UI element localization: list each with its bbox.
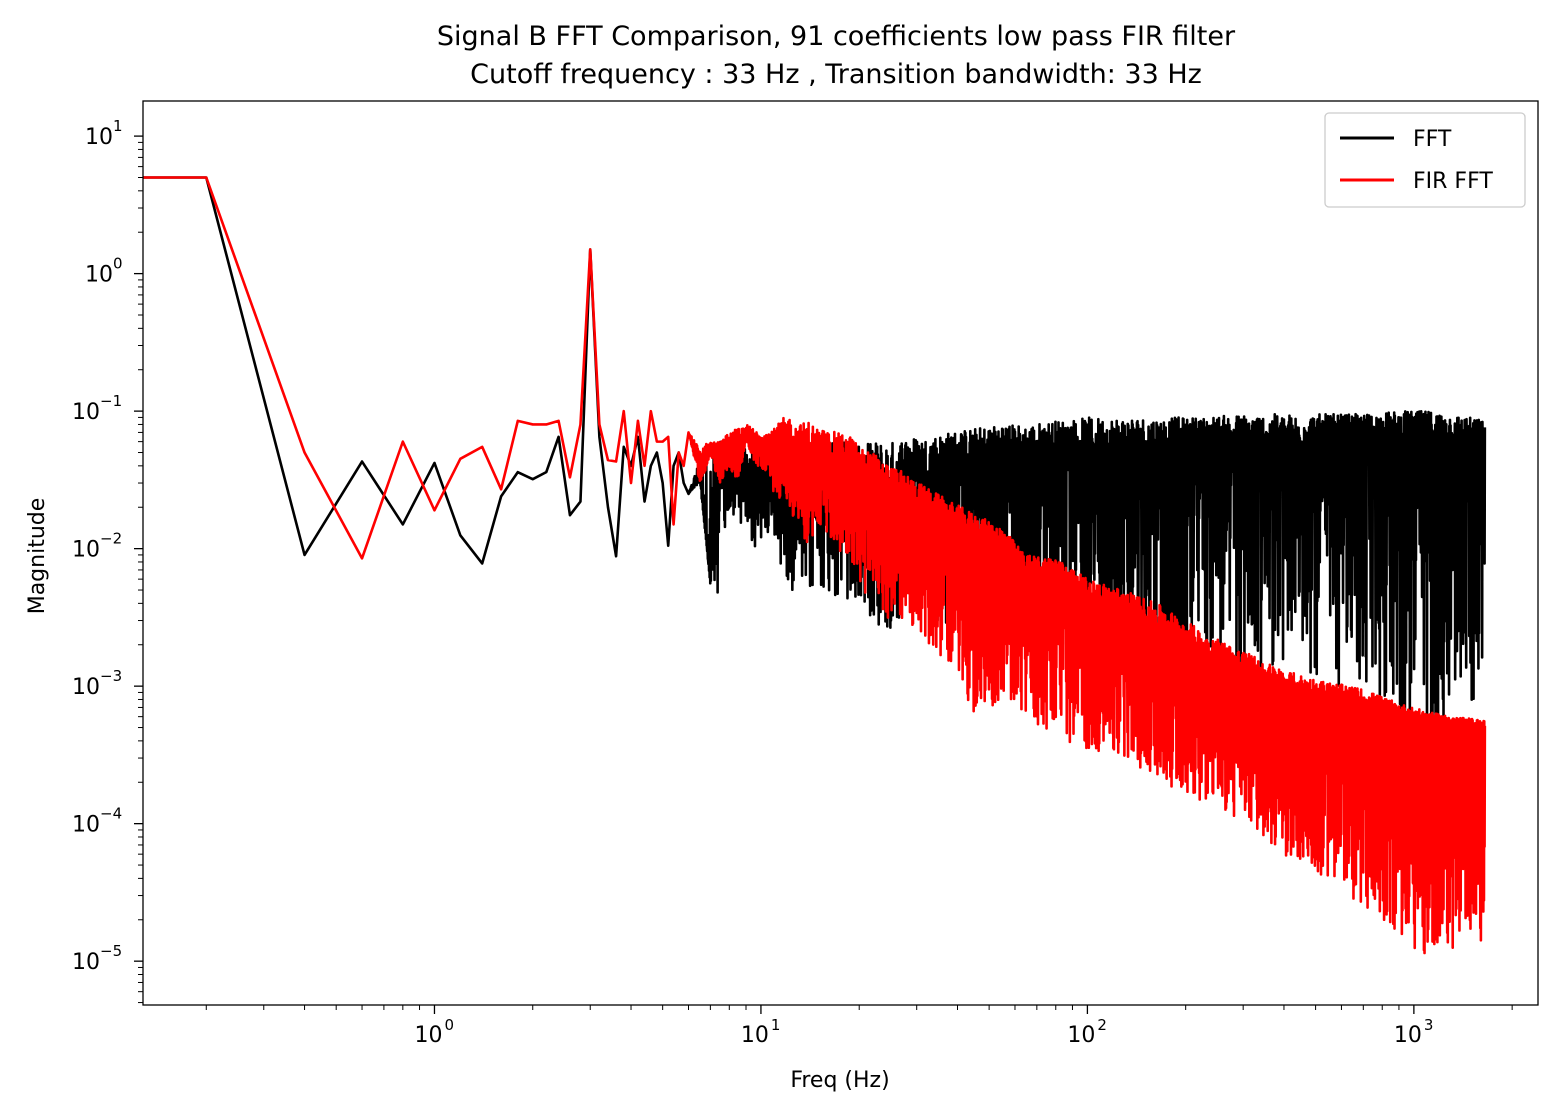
y-tick-label: 10 — [85, 125, 113, 150]
x-tick-label: 10 — [414, 1023, 442, 1048]
y-tick-exponent: 1 — [113, 117, 123, 135]
x-tick-exponent: 0 — [444, 1016, 454, 1034]
x-tick-exponent: 2 — [1097, 1016, 1107, 1034]
y-tick-exponent: −1 — [100, 392, 122, 410]
series-line-fir-fft — [143, 176, 1487, 955]
x-tick-label: 10 — [741, 1023, 769, 1048]
series-layer — [143, 176, 1487, 955]
y-axis-label: Magnitude — [25, 498, 50, 615]
chart-title: Signal B FFT Comparison, 91 coefficients… — [437, 21, 1236, 52]
x-axis-label: Freq (Hz) — [790, 1068, 889, 1093]
plot-frame — [142, 100, 1539, 1006]
y-tick-exponent: −4 — [100, 805, 122, 823]
y-tick-exponent: −5 — [100, 942, 122, 960]
y-tick-label: 10 — [72, 400, 100, 425]
series-fir-fft — [143, 176, 1487, 955]
y-tick-label: 10 — [72, 813, 100, 838]
y-tick-exponent: 0 — [113, 255, 123, 273]
x-tick-exponent: 3 — [1424, 1016, 1434, 1034]
chart-subtitle: Cutoff frequency : 33 Hz , Transition ba… — [470, 59, 1202, 90]
x-tick-label: 10 — [1394, 1023, 1422, 1048]
legend: FFT FIR FFT — [1324, 112, 1526, 208]
legend-label-fir-fft: FIR FFT — [1413, 169, 1493, 194]
y-tick-exponent: −3 — [100, 667, 122, 685]
x-tick-exponent: 1 — [771, 1016, 781, 1034]
tick-layer: 10 0 10 1 10 2 10 310 110 010 −110 −210 −310 −410 −5 — [72, 117, 1513, 1048]
y-tick-label: 10 — [72, 538, 100, 563]
x-tick-label: 10 — [1067, 1023, 1095, 1048]
y-tick-exponent: −2 — [100, 530, 122, 548]
y-tick-label: 10 — [85, 263, 113, 288]
y-tick-label: 10 — [72, 675, 100, 700]
legend-label-fft: FFT — [1413, 127, 1452, 152]
y-tick-label: 10 — [72, 950, 100, 975]
